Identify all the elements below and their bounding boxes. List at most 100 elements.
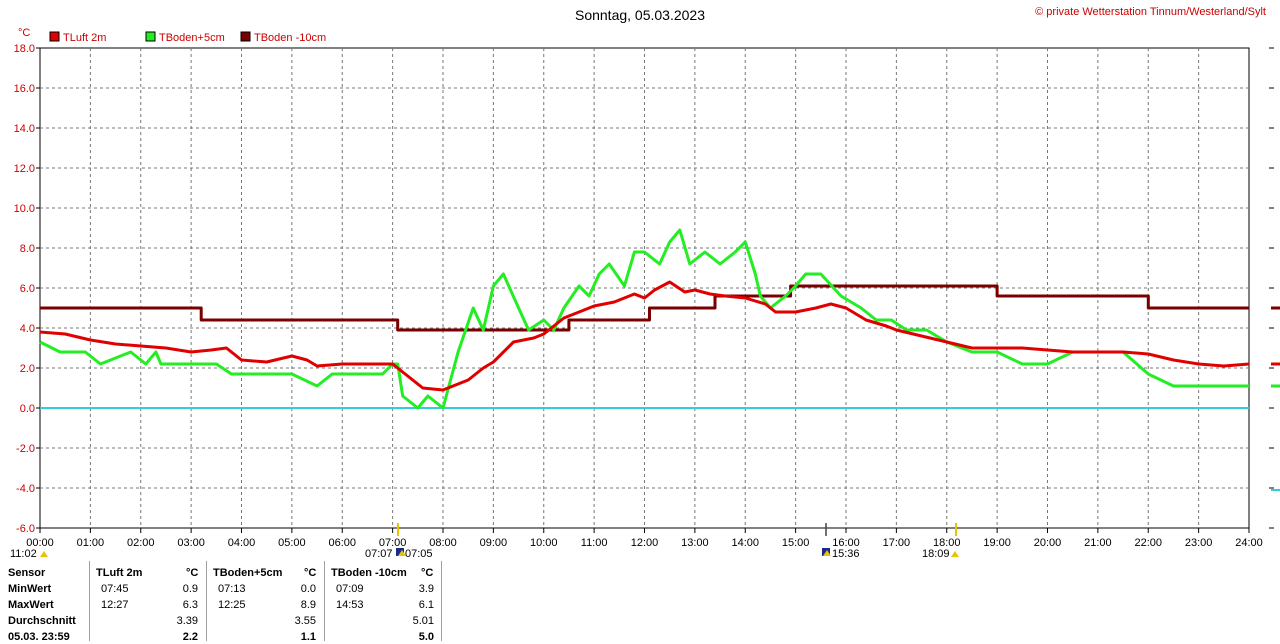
x-tick-label: 05:00 — [278, 537, 306, 549]
row-value-1: 3.39 — [176, 615, 198, 627]
x-tick-label: 12:00 — [631, 537, 659, 549]
sun-small-icon — [40, 551, 48, 557]
series-lines — [39, 228, 1250, 410]
sunrise-icon — [396, 548, 404, 556]
row-value-2: 3.55 — [294, 615, 316, 627]
legend-label: TBoden -10cm — [254, 32, 326, 44]
y-tick-label: -4.0 — [16, 483, 35, 495]
row-label: MinWert — [8, 583, 52, 595]
row-value-2: 1.1 — [300, 631, 316, 643]
series-line-tluft-2m — [39, 280, 1250, 392]
row-label: Durchschnitt — [8, 615, 76, 627]
x-tick-label: 08:00 — [429, 537, 457, 549]
y-tick-label: 14.0 — [14, 123, 35, 135]
row-value-3: 5.0 — [418, 631, 434, 643]
row-value-1: 0.9 — [182, 583, 198, 595]
row-value-2: 0.0 — [300, 583, 316, 595]
y-tick-label: 6.0 — [20, 283, 35, 295]
x-tick-label: 19:00 — [983, 537, 1011, 549]
y-tick-label: -6.0 — [16, 523, 35, 535]
x-tick-label: 14:00 — [731, 537, 759, 549]
table-divider — [89, 561, 90, 641]
row-value-3: 3.9 — [418, 583, 434, 595]
x-tick-label: 09:00 — [480, 537, 508, 549]
row-value-2: 8.9 — [300, 599, 316, 611]
x-tick-label: 02:00 — [127, 537, 155, 549]
y-tick-label: 8.0 — [20, 243, 35, 255]
row-value-1: 2.2 — [182, 631, 198, 643]
y-tick-label: -2.0 — [16, 443, 35, 455]
sunset-time: 18:09 — [922, 548, 950, 560]
x-tick-label: 10:00 — [530, 537, 558, 549]
header-sensor: Sensor — [8, 567, 46, 579]
x-tick-label: 06:00 — [328, 537, 356, 549]
x-axis: 00:00 01:00 02:00 03:00 04:00 05:00 06:00 07:00… — [26, 528, 1263, 549]
x-tick-label: 17:00 — [883, 537, 911, 549]
row-label: 05.03. 23:59 — [8, 631, 70, 643]
noon-time: 15:36 — [832, 548, 860, 560]
table-divider — [441, 561, 442, 641]
x-tick-label: 23:00 — [1185, 537, 1213, 549]
header-unit-1: °C — [186, 567, 199, 579]
x-tick-label: 22:00 — [1134, 537, 1162, 549]
sun-event-row: 11:02 07:07 07:05 15:36 18:09 — [10, 523, 959, 560]
x-tick-label: 18:00 — [933, 537, 961, 549]
y-tick-label: 2.0 — [20, 363, 35, 375]
legend-label: TBoden+5cm — [159, 32, 225, 44]
header-tboden5: TBoden+5cm — [213, 567, 283, 579]
row-value-1: 6.3 — [182, 599, 198, 611]
header-tboden10: TBoden -10cm — [331, 567, 407, 579]
y-tick-label: 12.0 — [14, 163, 35, 175]
noon-sun-icon — [823, 550, 831, 556]
temperature-chart: Sonntag, 05.03.2023 © private Wetterstat… — [10, 6, 1280, 560]
sunrise-time: 07:07 — [365, 548, 393, 560]
x-tick-label: 13:00 — [681, 537, 709, 549]
y-tick-label: 4.0 — [20, 323, 35, 335]
y-tick-label: 0.0 — [20, 403, 35, 415]
moonrise-time: 11:02 — [10, 548, 37, 560]
sunrise-sun-icon — [398, 550, 406, 556]
header-unit-2: °C — [304, 567, 317, 579]
x-tick-label: 00:00 — [26, 537, 54, 549]
x-tick-label: 03:00 — [177, 537, 205, 549]
table-divider — [324, 561, 325, 641]
legend-label: TLuft 2m — [63, 32, 106, 44]
x-tick-label: 24:00 — [1235, 537, 1263, 549]
chart-title: Sonntag, 05.03.2023 — [575, 7, 705, 23]
y-tick-label: 16.0 — [14, 83, 35, 95]
x-tick-label: 20:00 — [1034, 537, 1062, 549]
row-value-3: 6.1 — [418, 599, 434, 611]
row-time-1: 12:27 — [101, 599, 129, 611]
legend-swatch — [145, 31, 156, 42]
legend-swatch — [49, 31, 60, 42]
y-tick-label: 18.0 — [14, 43, 35, 55]
header-unit-3: °C — [421, 567, 434, 579]
sunset-sun-icon — [951, 551, 959, 557]
row-value-3: 5.01 — [412, 615, 434, 627]
sunrise-alt-time: 07:05 — [405, 548, 433, 560]
table-divider — [206, 561, 207, 641]
row-time-2: 12:25 — [218, 599, 246, 611]
series-line-tboden-10cm — [40, 284, 1249, 332]
x-tick-label: 04:00 — [228, 537, 256, 549]
row-time-1: 07:45 — [101, 583, 129, 595]
legend: TLuft 2m TBoden+5cm TBoden -10cm — [49, 31, 326, 44]
row-time-3: 07:09 — [336, 583, 364, 595]
x-tick-label: 07:00 — [379, 537, 407, 549]
statistics-table: Sensor TLuft 2m °C TBoden+5cm °C TBoden … — [0, 561, 442, 643]
header-tluft: TLuft 2m — [96, 567, 143, 579]
x-tick-label: 21:00 — [1084, 537, 1112, 549]
x-tick-label: 15:00 — [782, 537, 810, 549]
x-tick-label: 01:00 — [77, 537, 105, 549]
legend-swatch — [240, 31, 251, 42]
y-tick-label: 10.0 — [14, 203, 35, 215]
y-axis: 18.0 16.0 14.0 12.0 10.0 8.0 6.0 4.0 2.0 0.0 -2.0 -… — [14, 43, 40, 535]
y-unit-label: °C — [18, 27, 30, 39]
row-time-2: 07:13 — [218, 583, 246, 595]
row-time-3: 14:53 — [336, 599, 364, 611]
row-label: MaxWert — [8, 599, 54, 611]
right-axis-markers — [1269, 47, 1280, 529]
copyright-label: © private Wetterstation Tinnum/Westerlan… — [1035, 6, 1266, 18]
x-tick-label: 16:00 — [832, 537, 860, 549]
x-tick-label: 11:00 — [581, 537, 608, 549]
